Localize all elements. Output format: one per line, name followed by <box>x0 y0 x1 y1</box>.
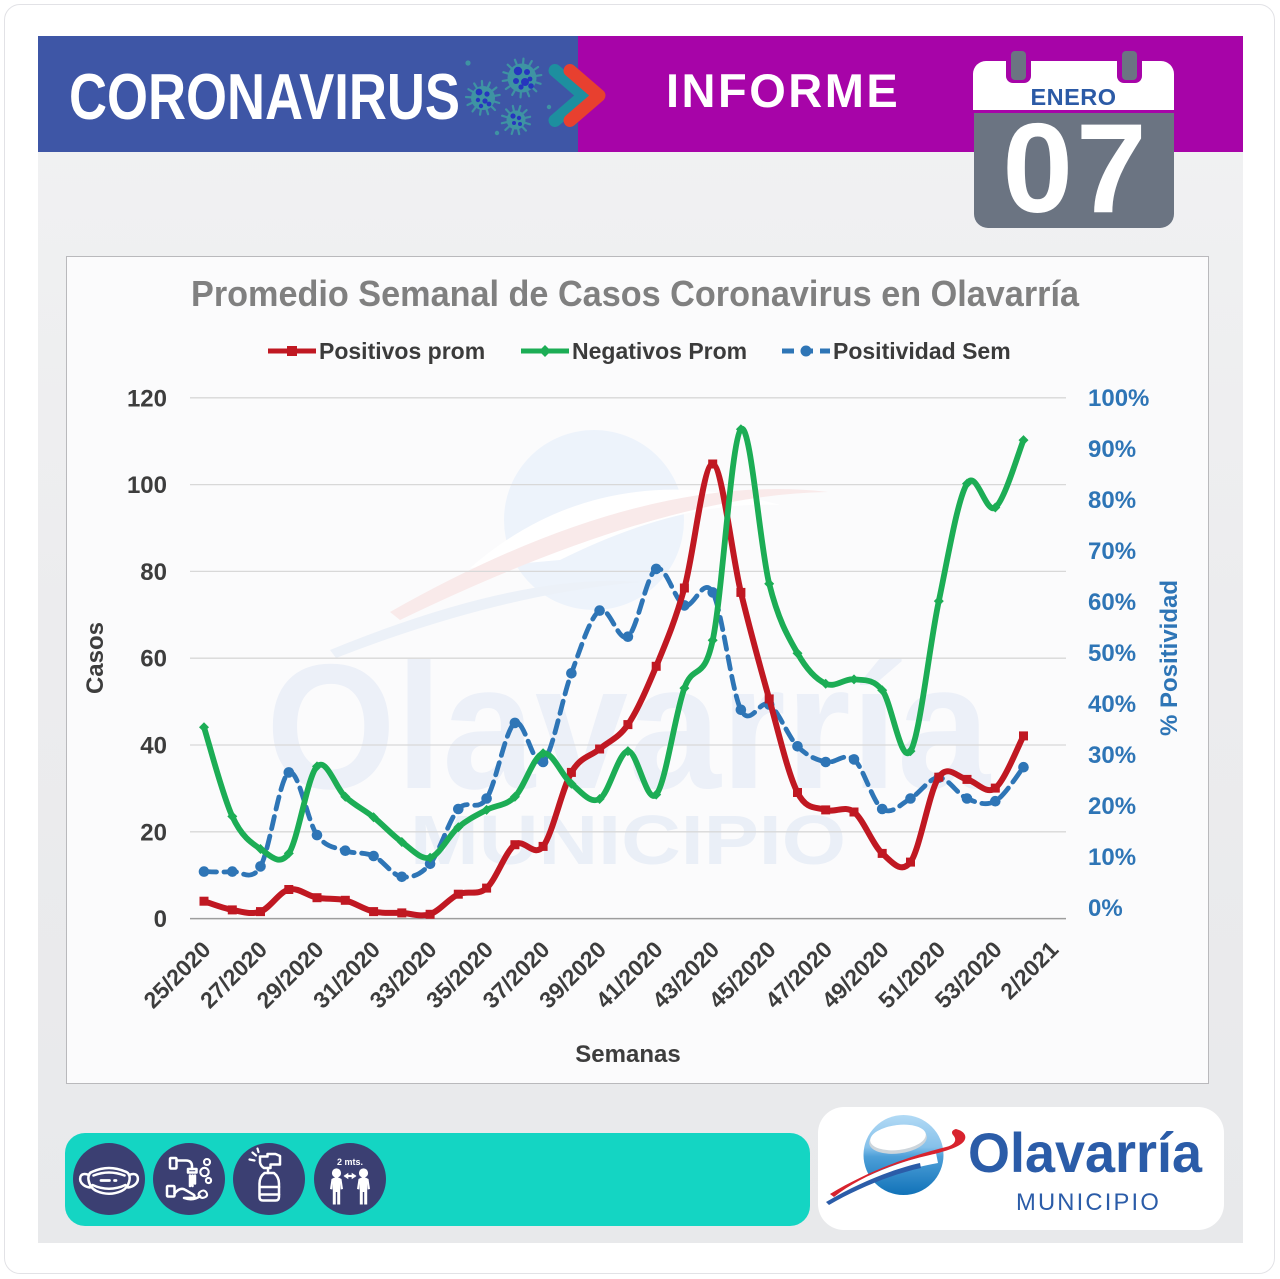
svg-text:10%: 10% <box>1088 844 1136 871</box>
svg-text:50%: 50% <box>1088 640 1136 667</box>
svg-text:Negativos Prom: Negativos Prom <box>572 338 747 364</box>
svg-text:60: 60 <box>140 646 167 673</box>
svg-text:Semanas: Semanas <box>575 1041 680 1068</box>
svg-text:70%: 70% <box>1088 538 1136 565</box>
svg-text:40%: 40% <box>1088 691 1136 718</box>
svg-text:120: 120 <box>127 385 167 412</box>
svg-text:100%: 100% <box>1088 385 1149 412</box>
svg-text:Casos: Casos <box>82 622 109 694</box>
svg-text:0%: 0% <box>1088 895 1123 922</box>
svg-text:60%: 60% <box>1088 589 1136 616</box>
svg-text:80: 80 <box>140 559 167 586</box>
svg-text:80%: 80% <box>1088 487 1136 514</box>
svg-text:20: 20 <box>140 819 167 846</box>
svg-text:90%: 90% <box>1088 436 1136 463</box>
svg-text:30%: 30% <box>1088 742 1136 769</box>
svg-text:0: 0 <box>154 906 167 933</box>
svg-text:Promedio Semanal de Casos Coro: Promedio Semanal de Casos Coronavirus en… <box>191 273 1080 314</box>
svg-text:% Positividad: % Positividad <box>1156 580 1183 736</box>
svg-text:Positivos prom: Positivos prom <box>319 338 485 364</box>
svg-text:Olavarría: Olavarría <box>968 1121 1203 1184</box>
svg-text:100: 100 <box>127 472 167 499</box>
svg-text:MUNICIPIO: MUNICIPIO <box>1016 1189 1161 1216</box>
svg-text:Positividad Sem: Positividad Sem <box>833 338 1011 364</box>
svg-text:40: 40 <box>140 733 167 760</box>
svg-text:20%: 20% <box>1088 793 1136 820</box>
svg-text:2 mts.: 2 mts. <box>337 1157 363 1167</box>
